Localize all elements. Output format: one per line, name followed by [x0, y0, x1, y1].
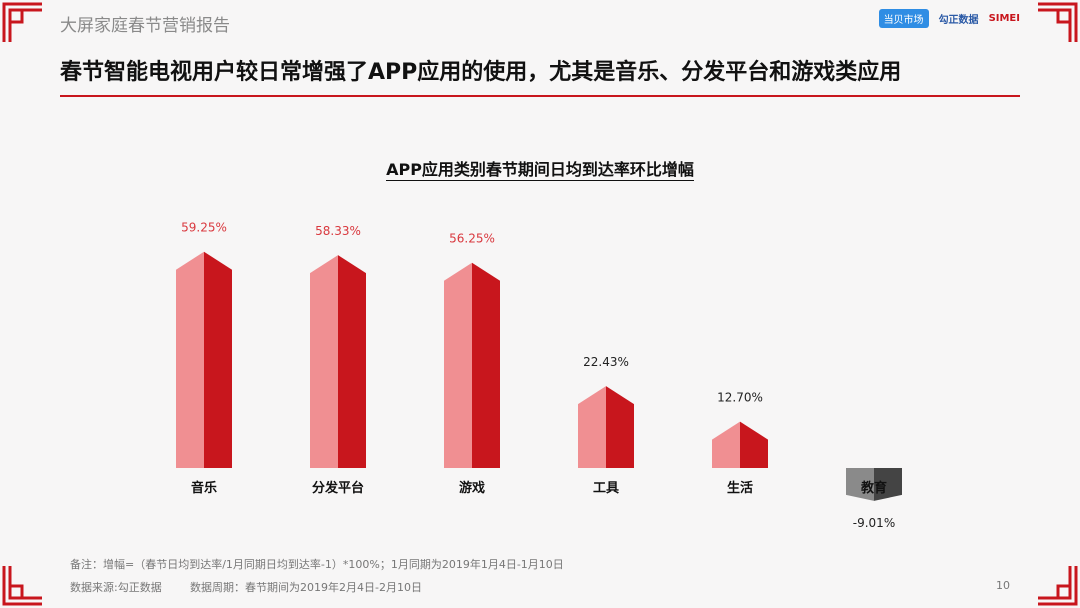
corner-ornament-bottom-right	[1034, 562, 1080, 608]
headline-divider	[60, 95, 1020, 97]
bar-front-face	[176, 251, 204, 468]
data-label: -9.01%	[853, 516, 895, 530]
data-label: 12.70%	[717, 391, 763, 405]
chart-title: APP应用类别春节期间日均到达率环比增幅	[386, 160, 694, 181]
page-headline: 春节智能电视用户较日常增强了APP应用的使用，尤其是音乐、分发平台和游戏类应用	[60, 60, 902, 85]
bar-side-face	[606, 386, 634, 468]
category-label: 音乐	[191, 480, 217, 496]
page-number: 10	[996, 579, 1010, 592]
category-label: 工具	[593, 481, 619, 496]
simei-logo: SIMEI	[988, 13, 1020, 24]
bar-front-face	[444, 262, 472, 468]
corner-ornament-bottom-left	[0, 562, 46, 608]
data-label: 58.33%	[315, 224, 361, 238]
gozen-logo: 勾正数据	[938, 15, 979, 26]
category-label: 分发平台	[312, 480, 364, 496]
bar-front-face	[310, 255, 338, 468]
corner-ornament-top-left	[0, 0, 46, 46]
category-label: 游戏	[459, 480, 485, 496]
data-label: 56.25%	[449, 232, 495, 246]
data-period: 数据周期：春节期间为2019年2月4日-2月10日	[190, 581, 422, 594]
bar-front-face	[846, 468, 874, 501]
footnote: 备注：增幅=（春节日均到达率/1月同期日均到达率-1）*100%；1月同期为20…	[70, 558, 564, 571]
data-source: 数据来源:勾正数据	[70, 581, 162, 594]
bar-side-face	[874, 468, 902, 501]
bar-side-face	[204, 251, 232, 468]
dangbei-logo: 当贝市场	[878, 9, 929, 28]
category-label: 教育	[860, 480, 887, 496]
data-label: 59.25%	[181, 221, 227, 235]
category-label: 生活	[727, 480, 753, 496]
bar-side-face	[472, 262, 500, 468]
bar-side-face	[740, 421, 768, 468]
bar-front-face	[712, 421, 740, 468]
data-label: 22.43%	[583, 355, 629, 369]
bar-side-face	[338, 255, 366, 468]
bar-front-face	[578, 386, 606, 468]
corner-ornament-top-right	[1034, 0, 1080, 46]
partner-logos: 当贝市场 勾正数据 SIMEI	[878, 9, 1020, 28]
report-title: 大屏家庭春节营销报告	[60, 16, 230, 36]
